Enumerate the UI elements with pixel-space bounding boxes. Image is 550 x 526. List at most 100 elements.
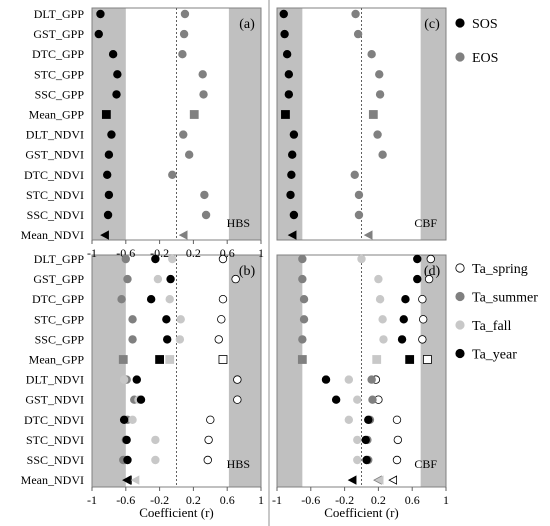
- marker-d-ta-spring-6: [423, 355, 432, 364]
- marker-c-eos-6: [368, 110, 378, 119]
- legend-label-bottom-ta-spring: Ta_spring: [472, 262, 528, 277]
- marker-b-ta-year-2: [166, 274, 175, 284]
- row-label-b-5: SSC_GPP: [35, 332, 85, 346]
- x-tick-label-a-4: 0.2: [186, 246, 201, 260]
- panel-frames: [91, 0, 447, 526]
- x-tick-label-b-5: 0.6: [220, 493, 235, 507]
- panel-label-b: (b): [239, 264, 256, 279]
- site-label-d: CBF: [414, 457, 437, 471]
- marker-c-eos-4: [375, 70, 384, 79]
- marker-b-ta-fall-1: [168, 254, 177, 264]
- marker-d-ta-year-2: [413, 274, 422, 284]
- marker-b-ta-fall-12: [130, 475, 140, 485]
- marker-b-ta-year-12: [122, 475, 131, 485]
- site-label-b: HBS: [227, 457, 250, 471]
- marker-a-sos-8: [104, 150, 114, 159]
- marker-d-ta-year-7: [321, 375, 331, 384]
- marker-d-ta-fall-2: [374, 274, 383, 284]
- marker-c-eos-2: [353, 29, 363, 39]
- marker-c-sos-10: [286, 190, 295, 200]
- marker-d-ta-year-12: [347, 475, 357, 485]
- marker-b-ta-spring-3: [218, 295, 228, 304]
- marker-b-ta-spring-5: [214, 335, 223, 344]
- x-tick-label-a-6: 1: [258, 246, 264, 260]
- marker-d-ta-summer-5: [298, 335, 307, 344]
- marker-d-ta-fall-5: [379, 335, 388, 344]
- x-tick-label-d-6: 1: [443, 493, 449, 507]
- marker-d-ta-fall-10: [353, 435, 362, 445]
- marker-b-ta-year-3: [146, 295, 156, 304]
- marker-a-eos-1: [180, 9, 190, 19]
- marker-a-eos-7: [179, 130, 188, 139]
- x-axis-label-b: Coefficient (r): [139, 505, 213, 520]
- legend-label-bottom-ta-fall: Ta_fall: [472, 319, 512, 334]
- marker-c-sos-7: [289, 130, 299, 139]
- marker-d-ta-year-11: [362, 455, 371, 465]
- marker-d-ta-spring-2: [424, 274, 434, 284]
- x-tick-label-a-1: -1: [87, 246, 97, 260]
- marker-c-sos-1: [279, 9, 288, 19]
- row-label-a-5: SSC_GPP: [35, 87, 85, 101]
- marker-d-ta-fall-1: [357, 254, 366, 264]
- row-label-a-10: STC_NDVI: [26, 188, 84, 202]
- marker-b-ta-year-4: [162, 315, 171, 324]
- x-tick-label-b-1: -1: [87, 493, 97, 507]
- marker-c-eos-1: [351, 9, 360, 19]
- marker-d-ta-spring-1: [426, 254, 435, 264]
- marker-d-ta-fall-6: [372, 355, 382, 364]
- marker-b-ta-fall-2: [153, 274, 163, 284]
- row-label-b-7: DLT_NDVI: [26, 373, 84, 387]
- row-label-b-12: Mean_NDVI: [21, 473, 84, 487]
- marker-d-ta-spring-10: [393, 435, 403, 445]
- marker-a-sos-2: [94, 29, 103, 39]
- x-tick-label-b-6: 1: [258, 493, 264, 507]
- marker-b-ta-fall-9: [128, 415, 137, 424]
- row-label-a-6: Mean_GPP: [29, 108, 85, 122]
- marker-c-eos-11: [354, 210, 364, 220]
- marker-b-ta-year-1: [151, 254, 160, 264]
- marker-b-ta-year-6: [155, 355, 165, 364]
- marker-a-sos-12: [100, 230, 109, 240]
- marker-a-eos-5: [199, 90, 208, 99]
- row-label-a-8: GST_NDVI: [25, 148, 84, 162]
- marker-c-sos-6: [281, 110, 290, 119]
- marker-c-sos-2: [280, 29, 289, 39]
- marker-c-eos-10: [354, 190, 364, 200]
- marker-a-sos-1: [96, 9, 105, 19]
- marker-d-ta-fall-7: [344, 375, 354, 384]
- row-label-b-2: GST_GPP: [33, 272, 84, 286]
- marker-d-ta-fall-3: [375, 295, 385, 304]
- marker-d-ta-summer-6: [297, 355, 307, 364]
- marker-b-ta-year-10: [122, 435, 131, 445]
- marker-b-ta-fall-6: [165, 355, 175, 364]
- marker-d-ta-spring-11: [392, 455, 402, 465]
- marker-c-eos-7: [373, 130, 382, 139]
- marker-a-sos-3: [108, 50, 118, 59]
- shaded-band-d-2: [420, 255, 446, 487]
- marker-d-ta-summer-7: [367, 375, 376, 384]
- marker-d-ta-year-8: [331, 395, 341, 404]
- shaded-band-b-1: [92, 255, 126, 487]
- legends: SOS EOS Ta_spring Ta_summer Ta_fall Ta_year: [455, 17, 538, 363]
- marker-c-eos-8: [378, 150, 387, 159]
- row-label-a-1: DLT_GPP: [34, 7, 85, 21]
- marker-d-ta-summer-1: [298, 254, 307, 264]
- marker-b-ta-fall-10: [151, 435, 160, 445]
- marker-d-ta-spring-5: [418, 335, 427, 344]
- marker-a-eos-11: [201, 210, 211, 220]
- row-label-b-3: DTC_GPP: [32, 292, 84, 306]
- marker-a-eos-12: [178, 230, 188, 240]
- row-label-b-4: STC_GPP: [34, 312, 84, 326]
- marker-a-eos-10: [200, 190, 209, 200]
- marker-a-eos-4: [198, 70, 207, 79]
- marker-d-ta-fall-4: [378, 315, 387, 324]
- marker-d-ta-spring-3: [418, 295, 427, 304]
- shaded-regions: [92, 8, 446, 487]
- row-label-b-9: DTC_NDVI: [24, 413, 84, 427]
- shaded-band-b-2: [228, 255, 261, 487]
- row-label-b-6: Mean_GPP: [29, 353, 85, 367]
- marker-d-ta-year-1: [413, 254, 422, 264]
- marker-a-eos-3: [178, 50, 187, 59]
- x-tick-label-d-2: -0.6: [301, 493, 320, 507]
- legend-label-bottom-ta-summer: Ta_summer: [472, 291, 538, 306]
